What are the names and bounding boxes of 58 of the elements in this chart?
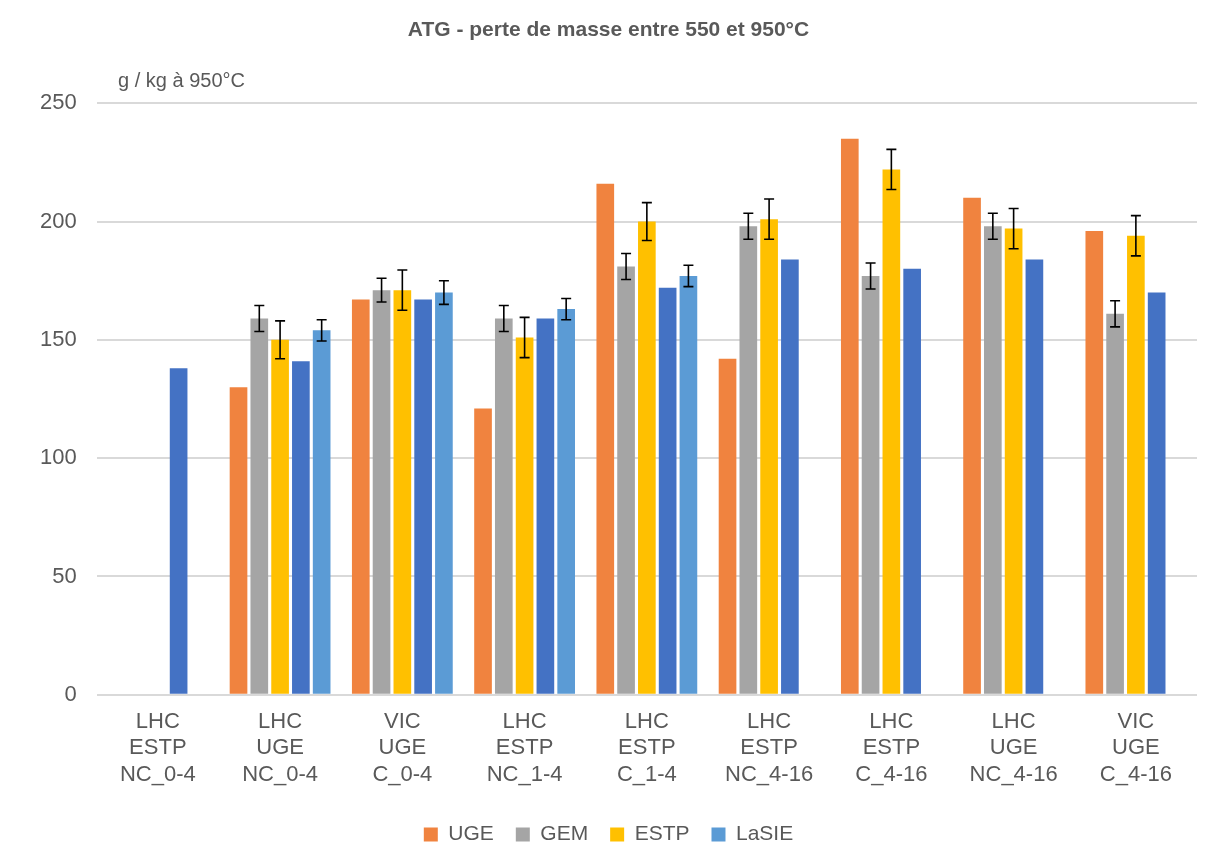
bar	[963, 197, 981, 694]
bar	[351, 299, 370, 694]
bar	[474, 408, 492, 694]
bar	[250, 318, 269, 694]
y-tick-label: 200	[39, 207, 77, 233]
y-tick-label: 100	[39, 444, 77, 470]
bar	[596, 183, 615, 694]
bar	[638, 221, 656, 694]
bar	[292, 361, 310, 694]
bar	[658, 287, 677, 694]
bar	[515, 337, 534, 694]
legend-label: GEM	[540, 821, 589, 845]
y-tick-label: 150	[39, 325, 77, 351]
bar	[557, 309, 575, 694]
bar	[861, 275, 880, 694]
bar	[169, 368, 188, 694]
bar	[718, 358, 737, 694]
x-tick-label: VIC UGE C_4-16	[1099, 708, 1172, 786]
x-tick-label: LHC ESTP C_1-4	[616, 708, 677, 786]
legend-label: UGE	[448, 821, 494, 845]
legend-label: LaSIE	[735, 821, 794, 845]
legend-label: ESTP	[634, 821, 690, 845]
bar	[1106, 313, 1124, 694]
bar	[882, 169, 901, 694]
bar	[781, 259, 799, 694]
bar	[435, 292, 453, 694]
bar	[760, 219, 778, 694]
bar	[903, 268, 921, 694]
bar	[536, 318, 555, 694]
y-tick-label: 250	[39, 89, 77, 115]
bar	[494, 318, 513, 694]
bar	[679, 275, 698, 694]
x-tick-label: LHC ESTP NC_1-4	[486, 708, 563, 786]
y-tick-label: 0	[64, 680, 77, 706]
bar	[1147, 292, 1166, 694]
bar	[840, 138, 859, 694]
y-axis-title: g / kg à 950°C	[118, 68, 245, 91]
x-tick-label: LHC ESTP NC_4-16	[725, 708, 814, 786]
bar	[739, 226, 758, 694]
bar	[414, 299, 432, 694]
bar	[393, 290, 412, 694]
bar	[372, 290, 391, 694]
y-tick-label: 50	[52, 562, 77, 588]
bar	[1085, 230, 1104, 694]
bar	[1004, 228, 1023, 694]
bar	[984, 226, 1002, 694]
x-tick-label: LHC UGE NC_4-16	[969, 708, 1058, 786]
chart-title: ATG - perte de masse entre 550 et 950°C	[407, 17, 810, 41]
bar	[1127, 235, 1145, 694]
bar	[271, 339, 289, 694]
bar	[617, 266, 635, 694]
x-tick-label: LHC ESTP NC_0-4	[119, 708, 196, 786]
bar	[312, 330, 331, 694]
x-tick-label: VIC UGE C_0-4	[372, 708, 433, 786]
bar	[1025, 259, 1044, 694]
x-tick-label: LHC UGE NC_0-4	[242, 708, 318, 786]
bar	[229, 387, 248, 694]
x-tick-label: LHC ESTP C_4-16	[855, 708, 928, 786]
